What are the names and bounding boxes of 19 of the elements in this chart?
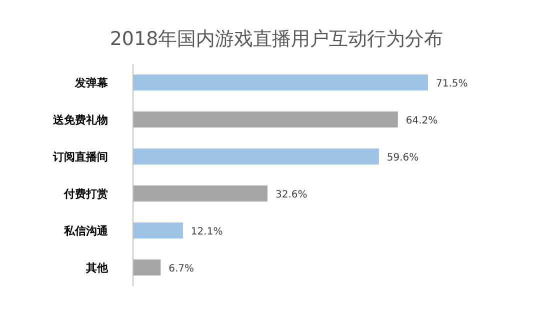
data-label: 71.5%	[436, 78, 468, 90]
y-tick-label: 送免费礼物	[52, 114, 108, 126]
y-tick-label: 私信沟通	[63, 224, 109, 238]
data-label: 59.6%	[386, 152, 419, 164]
bar	[133, 186, 268, 202]
y-tick-label: 其他	[85, 262, 109, 274]
data-label: 6.7%	[168, 264, 194, 274]
y-tick-label: 发弹幕	[74, 76, 109, 90]
y-tick-label: 订阅直播间	[52, 150, 108, 164]
bar	[133, 112, 398, 128]
data-label: 32.6%	[276, 190, 308, 200]
bar	[133, 260, 161, 276]
chart-title: 2018年国内游戏直播用户互动行为分布	[110, 28, 444, 50]
data-label: 12.1%	[190, 226, 223, 238]
bar	[133, 74, 428, 90]
bar	[133, 222, 183, 238]
data-label: 64.2%	[406, 116, 438, 126]
bar	[133, 148, 379, 164]
y-tick-label: 付费打赏	[63, 188, 108, 200]
